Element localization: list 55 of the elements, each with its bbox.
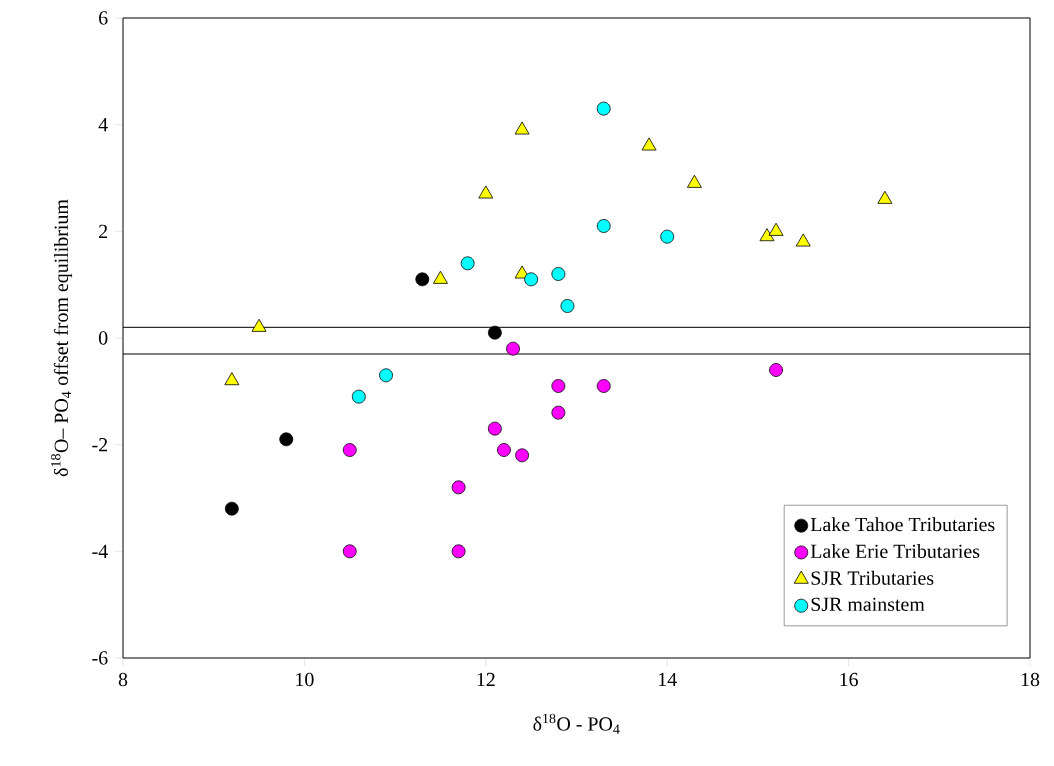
y-tick-label: -6 [92, 651, 108, 665]
point [795, 233, 811, 247]
y-tick-label: -4 [92, 544, 108, 558]
legend-label: SJR Tributaries [811, 570, 934, 585]
point [596, 379, 611, 393]
point [759, 228, 775, 242]
x-axis-title: δ$^{18}$O - PO$_{4}$ [533, 713, 620, 734]
point [279, 432, 294, 447]
x-tick-label: 8 [118, 672, 128, 687]
point [460, 256, 475, 271]
point [514, 121, 530, 135]
y-tick-label: 0 [98, 331, 108, 345]
point [515, 448, 529, 463]
point [224, 501, 239, 516]
y-tick-label: 4 [98, 118, 108, 132]
point [551, 379, 566, 393]
x-tick-label: 16 [840, 672, 858, 687]
point [560, 299, 575, 313]
x-tick-label: 12 [477, 672, 495, 687]
y-tick-label: 6 [99, 11, 108, 25]
y-tick-label: -2 [92, 438, 108, 452]
point [451, 480, 466, 495]
point [551, 267, 566, 281]
point [451, 544, 466, 559]
point [251, 318, 267, 332]
x-tick-label: 18 [1021, 672, 1040, 687]
point [487, 325, 502, 340]
point [551, 405, 566, 420]
point [660, 229, 675, 244]
point [768, 222, 784, 236]
point [641, 137, 657, 151]
y-tick-label: 2 [99, 224, 108, 238]
point [224, 372, 240, 386]
legend-label: Lake Tahoe Tributaries [810, 517, 995, 532]
x-tick-label: 14 [658, 672, 677, 686]
point [596, 101, 611, 116]
point [478, 185, 494, 199]
point [524, 272, 539, 287]
point [433, 270, 448, 284]
legend-label: SJR mainstem [811, 597, 925, 611]
point [497, 443, 511, 457]
point [506, 341, 520, 356]
point [415, 272, 430, 287]
legend-label: Lake Erie Tributaries [810, 544, 980, 559]
point [351, 389, 366, 404]
y-axis-title: δ$^{18}$O– PO$_{4}$ offset from equilibrium [51, 199, 73, 477]
point [596, 219, 611, 233]
point [379, 368, 393, 383]
point [686, 174, 702, 188]
x-tick-label: 10 [296, 672, 314, 687]
point [769, 363, 783, 377]
point [487, 421, 502, 436]
point [877, 190, 893, 204]
point [342, 544, 357, 559]
point [342, 443, 357, 457]
